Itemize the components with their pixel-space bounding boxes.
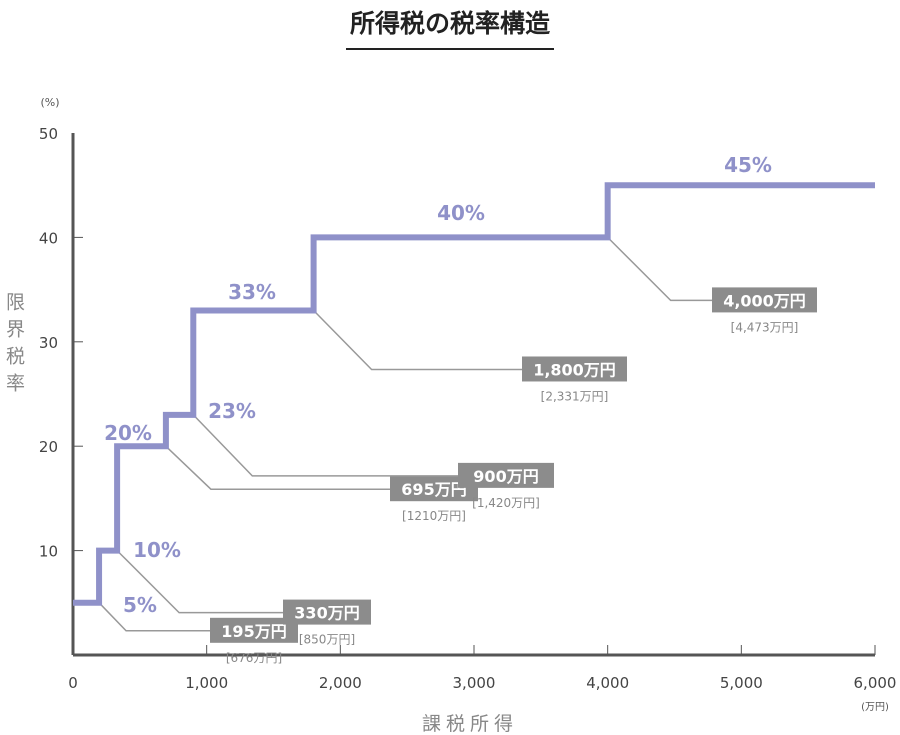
rate-label: 40%	[437, 201, 485, 225]
rate-label: 33%	[228, 280, 276, 304]
rate-label: 10%	[133, 538, 181, 562]
x-tick-label: 3,000	[453, 674, 496, 692]
leader-line	[315, 311, 522, 371]
threshold-box	[522, 356, 627, 382]
leader-line	[118, 552, 283, 614]
x-tick-label: 2,000	[319, 674, 362, 692]
threshold-label: 900万円	[473, 467, 538, 486]
threshold-label: 1,800万円	[533, 360, 616, 379]
rate-label: 45%	[724, 153, 772, 177]
income-equivalent-label: [1210万円]	[402, 509, 466, 523]
threshold-box	[283, 599, 371, 625]
y-tick-label: 40	[39, 229, 58, 247]
chart-title: 所得税の税率構造	[345, 4, 554, 50]
leader-line	[194, 416, 458, 477]
threshold-box	[458, 462, 554, 488]
x-tick-label: 5,000	[720, 674, 763, 692]
y-unit-label: (%)	[40, 96, 59, 109]
leader-line	[167, 447, 390, 490]
threshold-box	[712, 287, 817, 313]
income-equivalent-label: [2,331万円]	[541, 389, 609, 403]
income-equivalent-label: [1,420万円]	[472, 496, 540, 510]
leader-line	[609, 238, 712, 302]
x-tick-label: 4,000	[586, 674, 629, 692]
rate-label: 5%	[123, 593, 157, 617]
leader-line	[100, 604, 210, 632]
income-equivalent-label: [850万円]	[299, 633, 355, 647]
x-unit-label: (万円)	[861, 702, 889, 713]
y-tick-label: 30	[39, 334, 58, 352]
y-tick-label: 10	[39, 543, 58, 561]
x-tick-label: 0	[68, 674, 78, 692]
income-equivalent-label: [676万円]	[226, 651, 282, 665]
x-axis-title: 課税所得	[422, 713, 518, 735]
tax-rate-step-line	[73, 182, 875, 606]
y-axis-title: 限界税率	[3, 292, 25, 400]
income-equivalent-label: [4,473万円]	[731, 320, 799, 334]
rate-label: 20%	[104, 421, 152, 445]
x-tick-label: 6,000	[854, 674, 897, 692]
threshold-label: 4,000万円	[723, 291, 806, 310]
threshold-label: 695万円	[401, 480, 466, 499]
x-tick-label: 1,000	[185, 674, 228, 692]
threshold-label: 195万円	[221, 622, 286, 641]
rate-label: 23%	[208, 399, 256, 423]
y-tick-label: 20	[39, 438, 58, 456]
y-tick-label: 50	[39, 125, 58, 143]
threshold-label: 330万円	[294, 604, 359, 623]
